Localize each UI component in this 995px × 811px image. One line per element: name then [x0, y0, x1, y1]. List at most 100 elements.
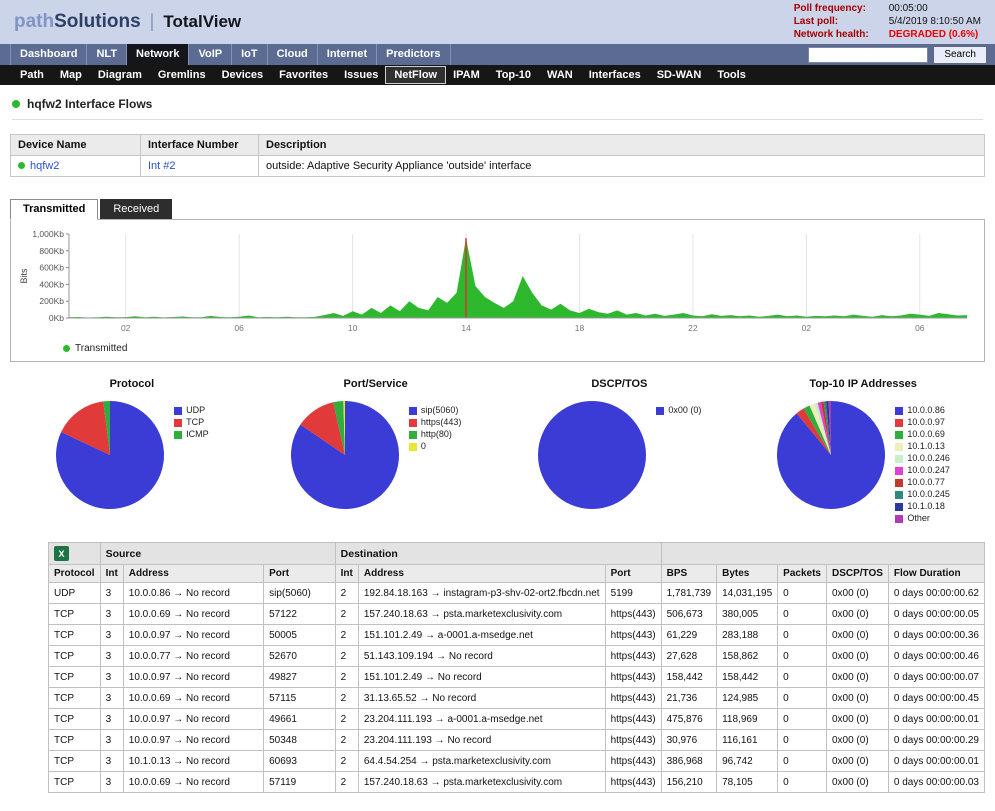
flow-cell-protocol: TCP	[48, 603, 101, 625]
nav-item-nlt[interactable]: NLT	[87, 44, 128, 65]
flow-cell-protocol: TCP	[48, 708, 101, 730]
flow-row: TCP 3 10.0.0.77 → No record 52670 2 51.143.10…	[48, 645, 986, 667]
flow-row: UDP 3 10.0.0.86 → No record sip(5060) 2 192.8…	[48, 582, 986, 604]
primary-nav-items: Dashboard NLT Network VoIP IoT Cloud Internet P…	[0, 44, 451, 65]
legend-label: 10.0.0.247	[907, 465, 950, 475]
legend-item-10-1-0-13: 10.1.0.13	[895, 441, 950, 452]
nav-item-dashboard[interactable]: Dashboard	[10, 44, 88, 65]
search-button[interactable]: Search	[933, 45, 987, 64]
pie-legend: 10.0.0.86 10.0.0.97 10.0.0.69 10.1.0.13 10.0…	[895, 400, 950, 524]
svg-text:22: 22	[688, 323, 698, 333]
legend-label: UDP	[186, 405, 206, 415]
legend-swatch-icon	[895, 442, 904, 451]
subnav-item-map[interactable]: Map	[59, 69, 82, 81]
flow-cell-address: 10.0.0.86 → No record	[122, 582, 265, 604]
pie-title: DSCP/TOS	[591, 378, 648, 390]
flow-cell-address: 10.0.0.77 → No record	[122, 645, 265, 667]
nav-item-iot[interactable]: IoT	[232, 44, 268, 65]
nav-item-predictors[interactable]: Predictors	[377, 44, 451, 65]
flow-col-header-address-2: Address	[122, 564, 265, 583]
legend-label: 10.0.0.246	[907, 453, 950, 463]
flow-cell-int: 2	[334, 582, 359, 604]
subnav-item-interfaces[interactable]: Interfaces	[588, 69, 641, 81]
legend-swatch-icon	[174, 418, 183, 427]
tab-received[interactable]: Received	[100, 199, 173, 219]
subnav-item-path[interactable]: Path	[20, 69, 44, 81]
excel-export-icon[interactable]: X	[54, 546, 69, 561]
flow-cell-int: 2	[334, 666, 359, 688]
search-input[interactable]	[808, 46, 929, 63]
flow-cell-int: 2	[334, 687, 359, 709]
source-group-header: Source	[99, 542, 336, 565]
subnav-item-wan[interactable]: WAN	[547, 69, 573, 81]
pie-title: Top-10 IP Addresses	[809, 378, 917, 390]
legend-swatch-icon	[895, 478, 904, 487]
svg-text:06: 06	[915, 323, 925, 333]
flow-cell-int: 3	[99, 708, 124, 730]
legend-label: 10.0.0.97	[907, 417, 945, 427]
network-health-label: Network health:	[793, 29, 869, 40]
flow-cell-dscp-tos: 0x00 (0)	[825, 771, 889, 793]
primary-nav: Dashboard NLT Network VoIP IoT Cloud Internet P…	[0, 44, 995, 65]
device-table-row: hqfw2 Int #2 outside: Adaptive Security …	[10, 155, 985, 177]
subnav-item-sd-wan[interactable]: SD-WAN	[656, 69, 702, 81]
flow-cell-address: 23.204.111.193 → No record	[357, 729, 606, 751]
flow-cell-address: 10.0.0.69 → No record	[122, 771, 265, 793]
flow-cell-address: 157.240.18.63 → psta.marketexclusivity.c…	[357, 771, 606, 793]
subnav-item-netflow[interactable]: NetFlow	[385, 66, 447, 84]
flow-cell-int: 3	[99, 582, 124, 604]
legend-swatch-icon	[895, 454, 904, 463]
flow-cell-int: 2	[334, 624, 359, 646]
flow-cell-address: 10.0.0.69 → No record	[122, 687, 265, 709]
flow-cell-protocol: TCP	[48, 666, 101, 688]
flow-cell-bytes: 158,862	[716, 645, 779, 667]
flow-cell-int: 3	[99, 687, 124, 709]
flow-cell-address: 151.101.2.49 → a-0001.a-msedge.net	[357, 624, 606, 646]
flow-cell-port: 52670	[263, 645, 336, 667]
brand-logo: pathSolutions | TotalView	[14, 11, 241, 33]
nav-item-internet[interactable]: Internet	[318, 44, 378, 65]
svg-text:02: 02	[802, 323, 812, 333]
flow-cell-dscp-tos: 0x00 (0)	[825, 666, 889, 688]
flow-cell-int: 2	[334, 771, 359, 793]
chart-legend: Transmitted	[15, 340, 980, 359]
pie-chart-protocol: Protocol UDP TCP ICMP	[10, 378, 254, 524]
device-link[interactable]: hqfw2	[30, 160, 60, 172]
flow-col-header-dscp-tos-10: DSCP/TOS	[825, 564, 889, 583]
nav-item-network[interactable]: Network	[127, 44, 190, 65]
flow-col-header-packets-9: Packets	[777, 564, 827, 583]
legend-item-10-0-0-86: 10.0.0.86	[895, 405, 950, 416]
subnav-item-issues[interactable]: Issues	[344, 69, 379, 81]
flow-cell-flow-duration: 0 days 00:00:00.03	[887, 771, 986, 793]
export-header-cell: X	[48, 542, 101, 565]
subnav-item-devices[interactable]: Devices	[221, 69, 264, 81]
subnav-item-gremlins[interactable]: Gremlins	[157, 69, 206, 81]
subnav-item-top-10[interactable]: Top-10	[495, 69, 532, 81]
legend-label: 10.0.0.245	[907, 489, 950, 499]
flow-cell-bps: 158,442	[660, 666, 718, 688]
brand-path: path	[14, 11, 55, 32]
interface-link[interactable]: Int #2	[148, 160, 176, 172]
pie-body: 0x00 (0)	[537, 400, 701, 510]
tab-transmitted[interactable]: Transmitted	[10, 199, 99, 220]
subnav-item-tools[interactable]: Tools	[717, 69, 746, 81]
flow-cell-int: 2	[334, 750, 359, 772]
flow-col-header-flow-duration-11: Flow Duration	[887, 564, 986, 583]
poll-frequency-value: 00:05:00	[888, 3, 928, 14]
flow-cell-int: 3	[99, 603, 124, 625]
flow-cell-address: 10.0.0.97 → No record	[122, 708, 265, 730]
subnav-item-ipam[interactable]: IPAM	[453, 69, 480, 81]
flow-cell-int: 2	[334, 708, 359, 730]
brand-logo-text: pathSolutions	[14, 11, 141, 33]
subnav-item-diagram[interactable]: Diagram	[97, 69, 142, 81]
nav-item-cloud[interactable]: Cloud	[268, 44, 318, 65]
flow-cell-port: sip(5060)	[263, 582, 336, 604]
flow-column-header-row: Protocol Int Address Port Int Address Port BPS B…	[48, 564, 986, 583]
nav-item-voip[interactable]: VoIP	[189, 44, 233, 65]
page-content: hqfw2 Interface Flows Device Name Interf…	[0, 97, 995, 811]
flow-cell-bps: 61,229	[660, 624, 718, 646]
subnav-item-favorites[interactable]: Favorites	[279, 69, 329, 81]
legend-label: 10.0.0.69	[907, 429, 945, 439]
chart-legend-label: Transmitted	[75, 343, 128, 354]
logo-divider: |	[149, 11, 155, 31]
